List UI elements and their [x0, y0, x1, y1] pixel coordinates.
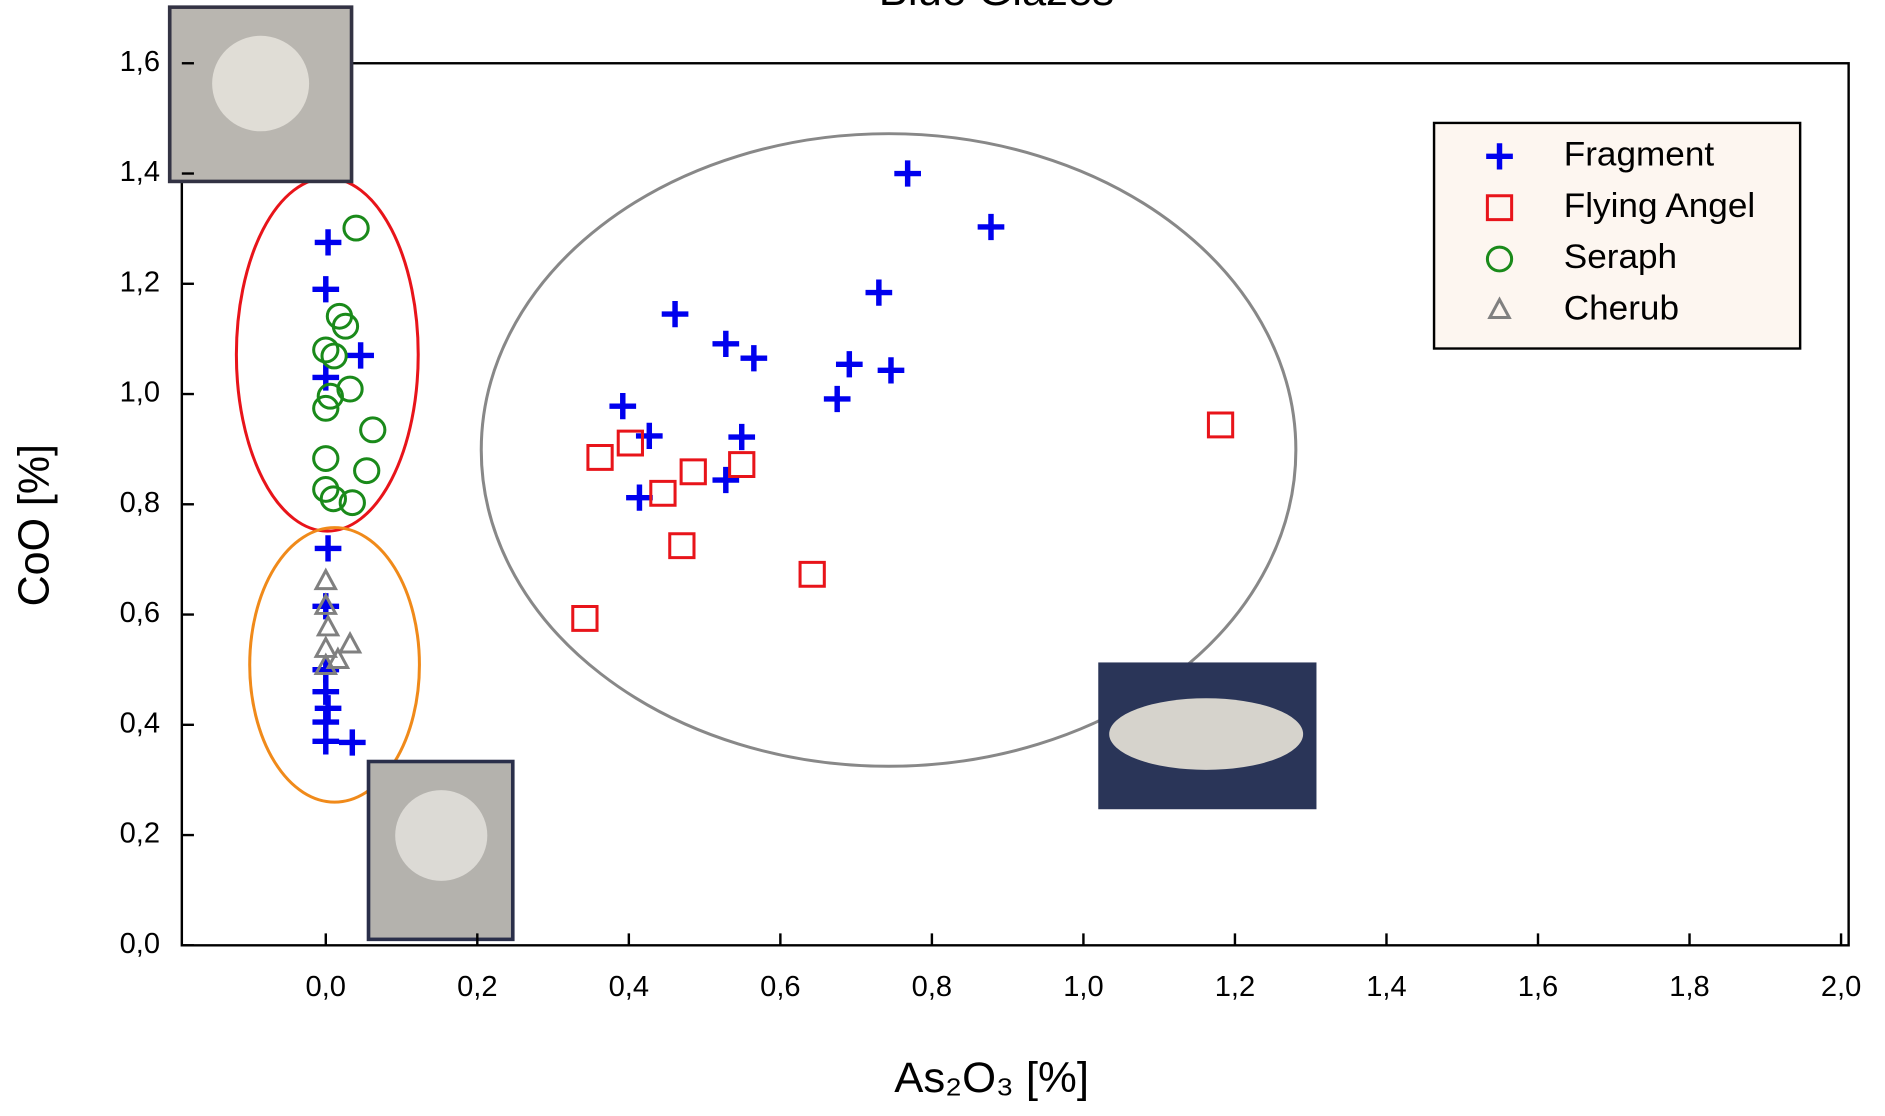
plus-marker	[314, 535, 342, 562]
x-tick-label: 2,0	[1821, 971, 1861, 1003]
plus-marker	[312, 728, 340, 755]
seraph-photo-face	[212, 35, 310, 132]
y-tick-label: 0,0	[120, 928, 160, 960]
x-tick-label: 0,0	[306, 971, 346, 1003]
y-tick-label: 1,4	[120, 156, 160, 188]
plus-marker	[314, 229, 342, 256]
square-marker	[1206, 411, 1235, 439]
circle-marker	[316, 382, 344, 410]
x-tick-label: 1,6	[1518, 971, 1558, 1003]
y-tick-label: 0,8	[120, 487, 160, 519]
plus-marker	[835, 351, 863, 378]
y-axis-label: CoO [%]	[10, 444, 58, 606]
circle-marker	[319, 485, 347, 513]
square-marker	[571, 604, 599, 632]
circle-marker	[312, 336, 340, 364]
plus-marker	[728, 423, 756, 451]
y-tick-label: 1,0	[120, 377, 160, 409]
flying-angel-cluster	[479, 132, 1298, 768]
x-axis-label: As₂O₃ [%]	[894, 1054, 1089, 1102]
y-tick-label: 1,2	[120, 267, 160, 299]
square-marker	[668, 532, 696, 560]
plus-marker	[1486, 143, 1513, 170]
plus-marker	[312, 276, 340, 303]
plus-marker	[740, 345, 768, 372]
triangle-marker	[325, 646, 351, 669]
plus-marker	[877, 357, 905, 384]
circle-marker	[331, 312, 360, 340]
circle-marker	[359, 416, 387, 444]
circle-marker	[338, 489, 366, 517]
plus-marker	[712, 466, 740, 494]
triangle-marker	[313, 567, 339, 591]
cherub-photo-face	[395, 790, 488, 881]
circle-marker	[320, 342, 348, 370]
plus-marker	[338, 729, 366, 756]
x-tick-label: 0,8	[912, 971, 952, 1003]
square-marker	[1485, 194, 1514, 222]
plus-marker	[894, 160, 921, 187]
circle-marker	[353, 457, 381, 485]
legend-label: Flying Angel	[1564, 186, 1755, 225]
triangle-marker	[313, 592, 339, 615]
x-tick-label: 1,4	[1366, 971, 1406, 1003]
x-tick-label: 0,4	[609, 971, 649, 1003]
cherub-cluster	[248, 526, 421, 804]
circle-marker	[1485, 245, 1514, 273]
triangle-marker	[313, 652, 339, 676]
plus-marker	[823, 385, 851, 413]
y-tick-label: 0,6	[120, 597, 160, 629]
plus-marker	[865, 279, 893, 306]
legend-label: Seraph	[1564, 237, 1677, 276]
angel-photo-figure	[1109, 698, 1304, 770]
square-marker	[798, 560, 826, 588]
circle-marker	[312, 445, 340, 472]
x-tick-label: 0,2	[457, 971, 497, 1003]
plus-marker	[712, 330, 740, 357]
plus-marker	[977, 213, 1005, 241]
square-marker	[616, 429, 644, 457]
plus-marker	[626, 484, 653, 511]
circle-marker	[342, 214, 370, 242]
triangle-marker	[337, 630, 363, 654]
chart-title: Blue Glazes	[879, 0, 1114, 15]
legend-label: Cherub	[1564, 289, 1679, 328]
circle-marker	[312, 394, 340, 422]
y-tick-label: 1,6	[120, 46, 160, 78]
triangle-marker	[315, 613, 341, 637]
x-tick-label: 1,0	[1063, 971, 1103, 1003]
triangle-marker	[1487, 296, 1512, 319]
x-tick-label: 1,2	[1215, 971, 1255, 1003]
circle-marker	[312, 475, 340, 503]
square-marker	[728, 451, 756, 479]
square-marker	[586, 444, 614, 471]
y-tick-label: 0,4	[120, 708, 160, 740]
square-marker	[679, 458, 707, 486]
plus-marker	[635, 422, 663, 450]
plus-marker	[347, 342, 374, 369]
square-marker	[649, 479, 677, 507]
y-tick-label: 0,2	[120, 818, 160, 850]
plus-marker	[661, 300, 689, 328]
x-tick-label: 1,8	[1669, 971, 1709, 1003]
plus-marker	[609, 393, 637, 420]
legend-label: Fragment	[1564, 135, 1715, 174]
x-tick-label: 0,6	[760, 971, 800, 1003]
